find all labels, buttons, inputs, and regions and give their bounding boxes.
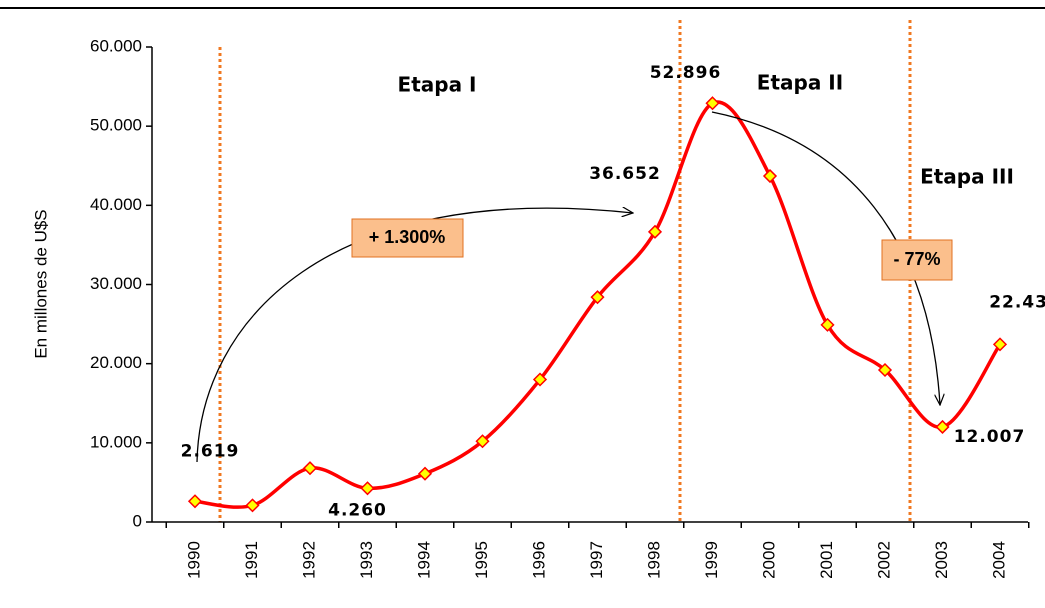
y-tick-label: 30.000 [90,274,142,293]
marker [935,419,950,435]
change-box [881,239,953,281]
x-tick-label: 1992 [299,541,318,579]
marker [187,494,203,509]
data-label: 4.260 [328,500,387,520]
y-tick-label: 0 [133,511,142,530]
x-tick-label: 1998 [644,541,663,579]
marker [417,466,433,481]
arrow [196,208,633,463]
marker [302,461,318,476]
marker [992,337,1008,352]
stage-label: Etapa II [757,71,843,95]
arrow [711,111,940,405]
marker [877,362,893,378]
x-tick-label: 1995 [472,541,491,579]
data-label: 36.652 [589,164,661,184]
x-tick-label: 1996 [529,541,548,579]
y-tick-label: 50.000 [90,116,142,135]
x-tick-label: 1997 [587,541,606,579]
stage-label: Etapa III [920,165,1014,189]
x-tick-label: 1990 [184,541,203,579]
marker [475,434,490,449]
x-tick-label: 2002 [874,541,893,579]
x-tick-label: 1991 [242,541,261,579]
change-box [351,218,464,258]
x-tick-label: 2000 [759,541,778,579]
data-label: 2.619 [181,441,240,461]
x-tick-label: 1993 [357,541,376,579]
data-label: 22.437 [989,292,1045,312]
y-tick-label: 20.000 [90,353,142,372]
y-tick-label: 40.000 [90,195,142,214]
y-tick-label: 10.000 [90,432,142,451]
line [194,100,1002,509]
marker [360,481,375,496]
y-axis-label: En millones de U$S [31,209,50,358]
marker [820,317,835,332]
marker [245,498,260,513]
marker [705,96,720,111]
x-tick-label: 1994 [414,541,433,579]
stage-label: Etapa I [398,73,477,97]
change-label: - 77% [893,249,940,269]
data-label: 12.007 [954,427,1026,447]
marker [590,290,605,305]
marker [762,168,778,184]
x-tick-label: 2004 [989,541,1008,579]
x-tick-label: 1999 [702,541,721,579]
y-tick-label: 60.000 [90,36,142,55]
change-label: + 1.300% [369,227,446,247]
marker [532,372,548,387]
data-label: 52.896 [650,63,722,83]
marker [647,224,663,239]
x-tick-label: 2001 [817,541,836,579]
x-tick-label: 2003 [932,541,951,579]
